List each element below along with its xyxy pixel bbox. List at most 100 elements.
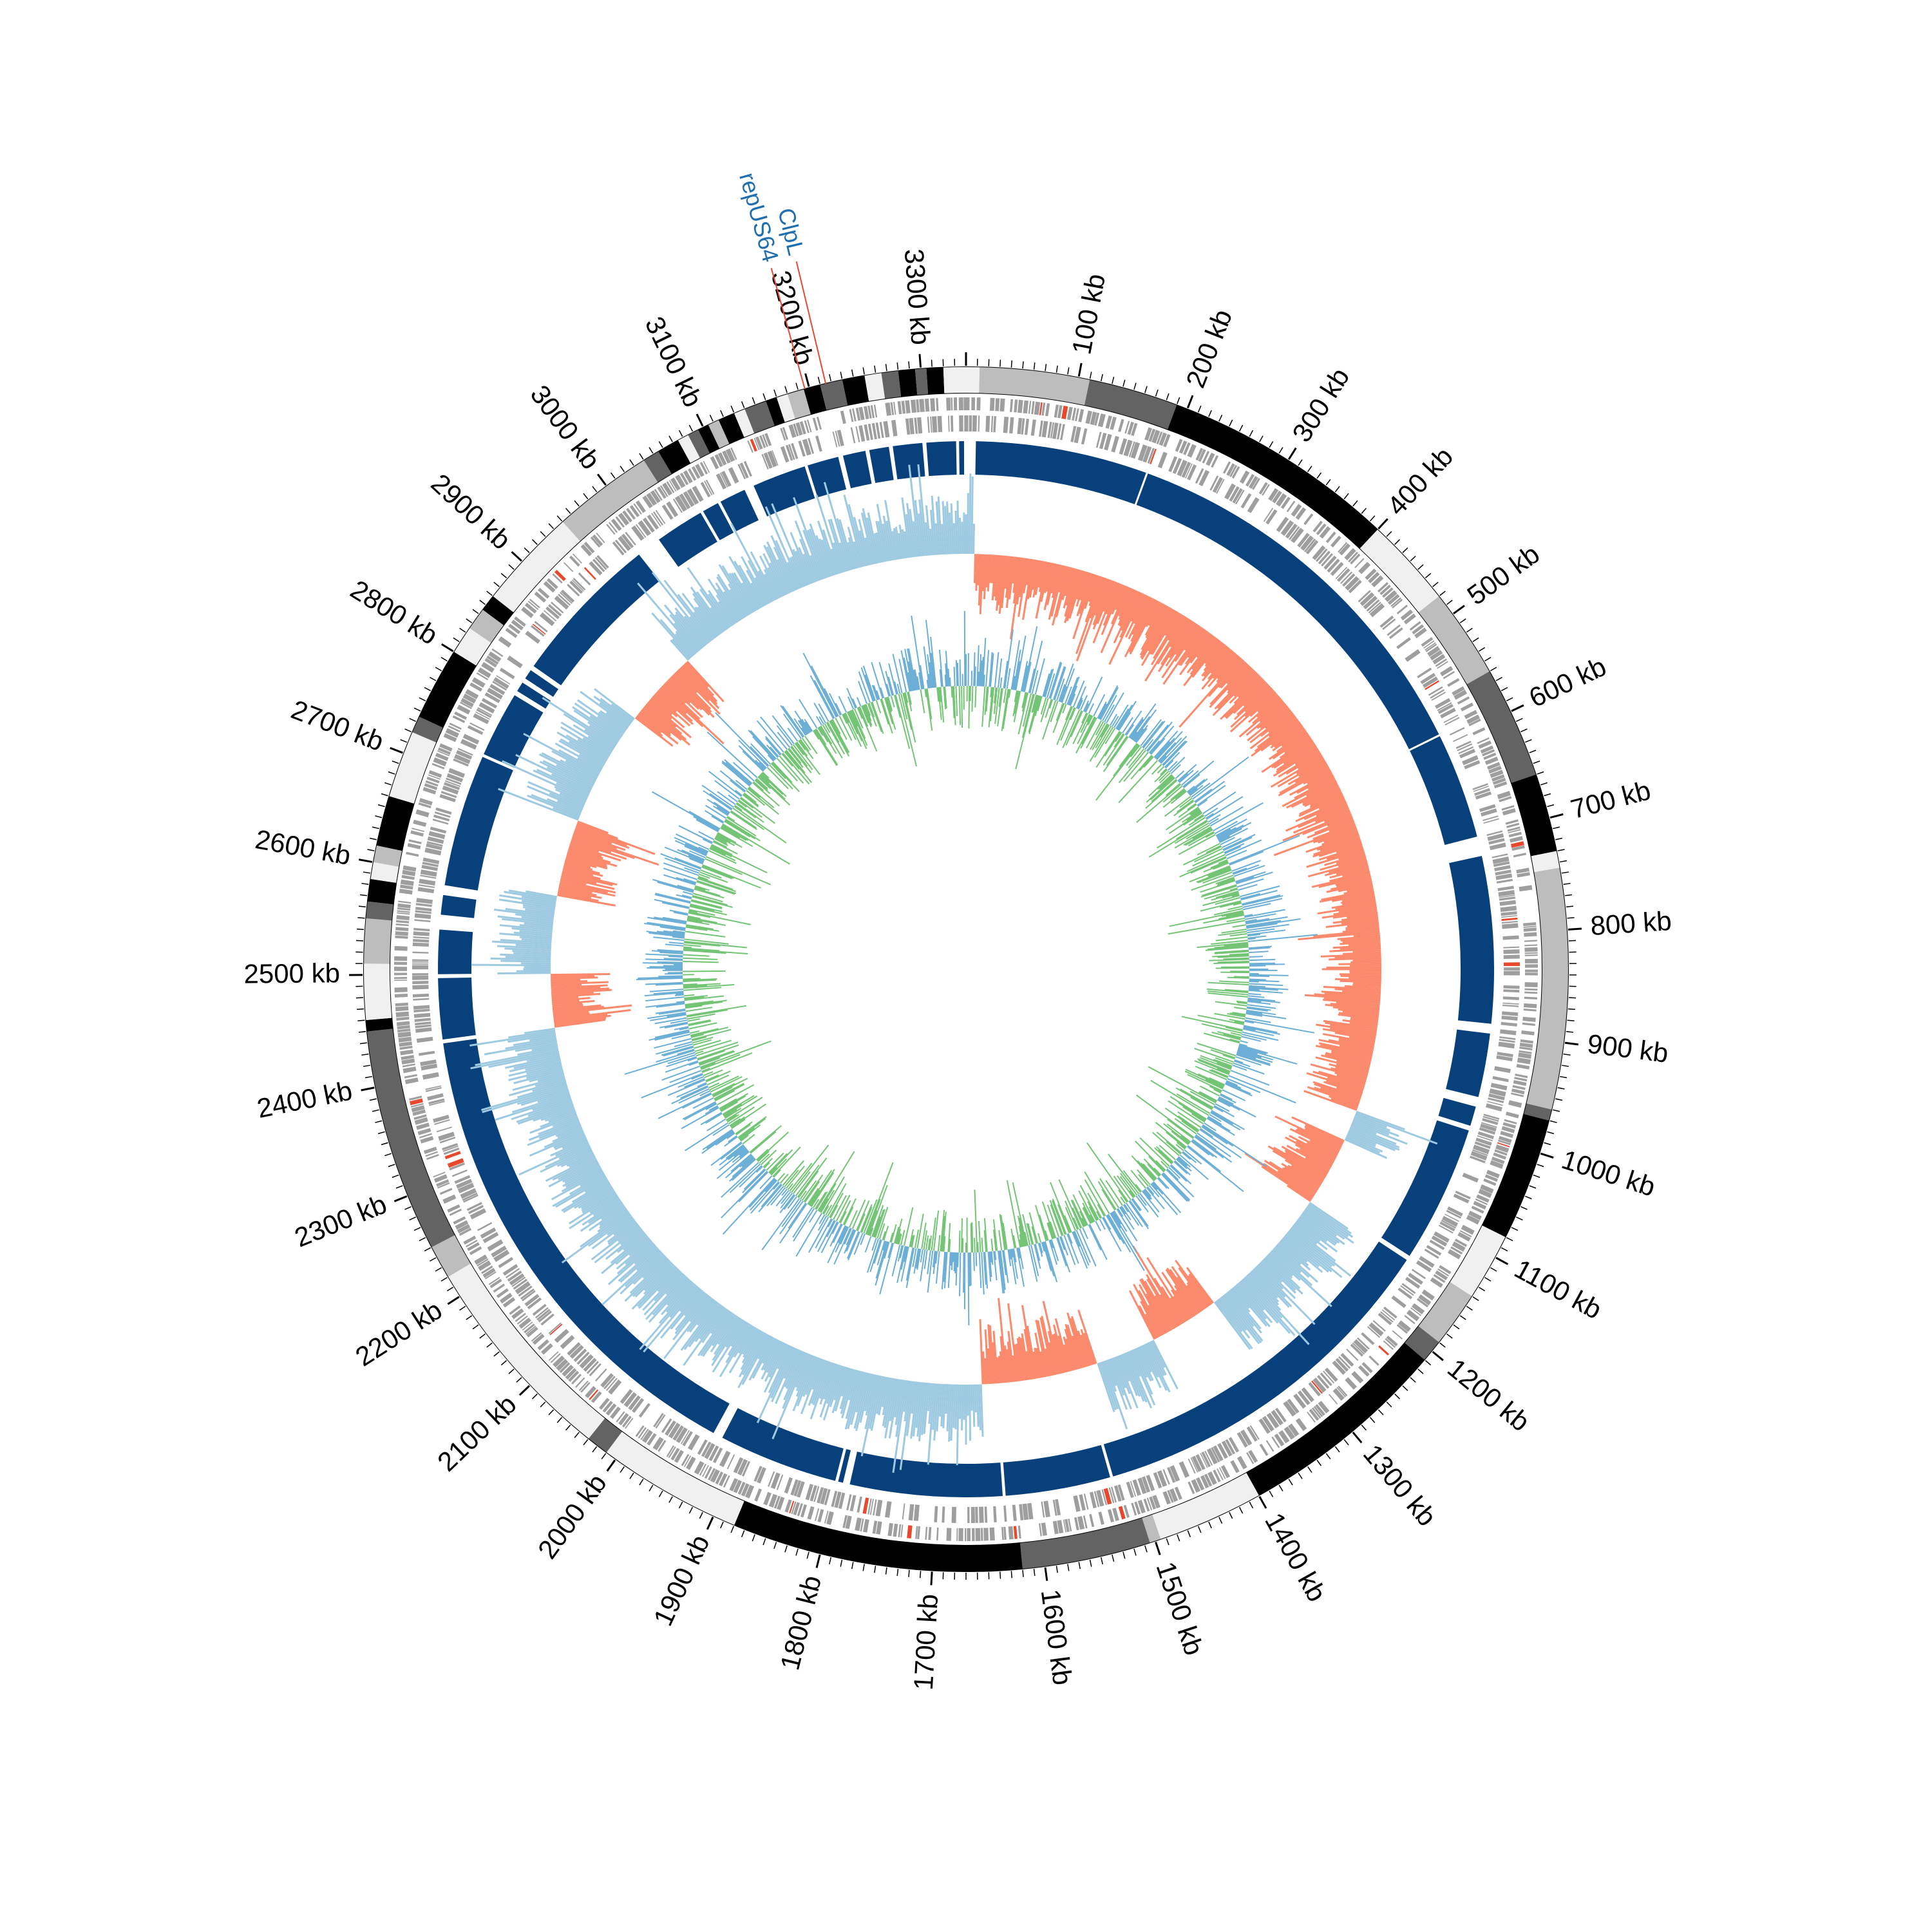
gc-skew-bar xyxy=(1226,661,1247,685)
gc-skew-bar xyxy=(898,533,904,559)
gc-content-bar xyxy=(1023,661,1032,692)
gc-skew-bar xyxy=(1128,596,1151,639)
gc-content-bar xyxy=(710,846,732,858)
gc-skew-bar xyxy=(888,1379,900,1439)
gc-skew-bar xyxy=(1347,1132,1377,1146)
gc-content-bar xyxy=(1021,692,1028,712)
gene-feature xyxy=(529,598,540,609)
gc-content-bar xyxy=(990,687,992,697)
gene-feature xyxy=(1128,441,1135,457)
minor-tick xyxy=(629,459,634,466)
gc-content-bar xyxy=(730,1153,752,1172)
gc-skew-bar xyxy=(565,1166,602,1188)
gc-skew-bar xyxy=(1027,559,1036,600)
gc-content-bar xyxy=(1218,931,1247,936)
gc-skew-bar xyxy=(565,857,597,869)
gene-feature xyxy=(399,1041,413,1047)
minor-tick xyxy=(1516,717,1523,722)
gc-skew-bar xyxy=(1229,673,1260,704)
gene-feature xyxy=(1494,865,1511,871)
gc-content-bar xyxy=(1217,960,1249,963)
contig-segment xyxy=(1482,1113,1549,1237)
gene-feature xyxy=(395,931,408,936)
gc-content-bar xyxy=(720,827,753,848)
gc-skew-bar xyxy=(549,792,584,809)
gc-content-bar xyxy=(1095,1220,1102,1231)
gc-skew-bar xyxy=(553,1013,608,1023)
gene-feature xyxy=(547,603,562,617)
gene-feature xyxy=(905,400,911,413)
gc-content-bar xyxy=(1099,1178,1120,1209)
minor-tick xyxy=(1288,1479,1293,1486)
gc-skew-bar xyxy=(1346,1135,1383,1153)
gene-feature xyxy=(625,531,636,546)
gene-feature xyxy=(661,1418,672,1434)
gc-skew-bar xyxy=(1301,1212,1345,1245)
gc-skew-bar xyxy=(1320,953,1381,958)
gene-feature xyxy=(1172,458,1182,475)
gc-skew-bar xyxy=(575,826,627,847)
gc-skew-bar xyxy=(593,696,632,724)
gc-content-bar xyxy=(1184,1070,1224,1090)
gc-skew-bar xyxy=(512,950,551,954)
gc-skew-bar xyxy=(687,567,730,629)
major-tick xyxy=(1432,1350,1444,1361)
gc-content-bar xyxy=(893,695,902,718)
gc-skew-bar xyxy=(582,1191,616,1214)
gc-content-bar xyxy=(935,1251,940,1284)
gc-content-bar xyxy=(1031,670,1039,694)
gene-feature xyxy=(422,786,437,795)
gc-content-bar xyxy=(690,900,723,909)
gc-content-bar xyxy=(1217,1098,1240,1111)
gene-feature xyxy=(1063,1519,1066,1533)
gene-feature xyxy=(1501,805,1515,811)
gene-feature xyxy=(908,1504,914,1520)
gc-content-bar xyxy=(682,1101,716,1120)
gc-content-bar xyxy=(683,947,720,952)
gc-content-bar xyxy=(927,1250,934,1293)
minor-tick xyxy=(1343,1439,1349,1446)
gc-skew-bar xyxy=(1309,791,1343,808)
gc-skew-bar xyxy=(1235,1283,1267,1320)
gene-feature xyxy=(611,518,622,531)
gene-feature xyxy=(1492,1157,1505,1164)
gene-feature xyxy=(1018,399,1023,413)
gc-skew-bar xyxy=(1255,1266,1286,1298)
gc-content-bar xyxy=(688,1022,717,1030)
gc-content-bar xyxy=(1202,1125,1234,1147)
gene-feature xyxy=(917,1526,920,1540)
gc-skew-bar xyxy=(882,515,893,561)
gene-feature xyxy=(521,607,534,618)
gc-skew-bar xyxy=(715,594,737,625)
gc-content-bar xyxy=(1072,1199,1086,1227)
gene-feature xyxy=(718,1473,728,1486)
gc-skew-bar xyxy=(1338,962,1381,965)
minor-tick xyxy=(565,507,571,514)
gc-skew-bar xyxy=(1342,927,1380,933)
gc-skew-bar xyxy=(1018,1336,1027,1381)
gc-skew-bar xyxy=(1084,576,1103,623)
gene-feature xyxy=(683,491,695,507)
gc-content-bar xyxy=(1042,1242,1052,1271)
gc-content-bar xyxy=(654,894,691,904)
gc-skew-bar xyxy=(1243,683,1269,707)
gc-content-bar xyxy=(772,762,800,792)
gc-content-bar xyxy=(1162,789,1186,808)
gc-content-bar xyxy=(1240,889,1278,901)
minor-tick xyxy=(486,591,493,596)
gc-content-bar xyxy=(881,698,893,734)
gc-content-bar xyxy=(1175,770,1185,779)
minor-tick xyxy=(1524,739,1532,743)
gc-skew-bar xyxy=(1064,569,1079,617)
gc-content-bar xyxy=(1242,895,1283,906)
gc-content-bar xyxy=(766,1152,784,1171)
gene-feature xyxy=(1483,818,1499,824)
gc-content-bar xyxy=(802,652,837,718)
gene-feature xyxy=(420,869,437,877)
gc-skew-bar xyxy=(989,1325,995,1384)
gc-skew-bar xyxy=(568,847,603,860)
gc-content-bar xyxy=(796,741,808,757)
minor-tick xyxy=(829,374,832,381)
gc-skew-bar xyxy=(971,477,974,554)
gc-content-bar xyxy=(1155,1122,1187,1148)
